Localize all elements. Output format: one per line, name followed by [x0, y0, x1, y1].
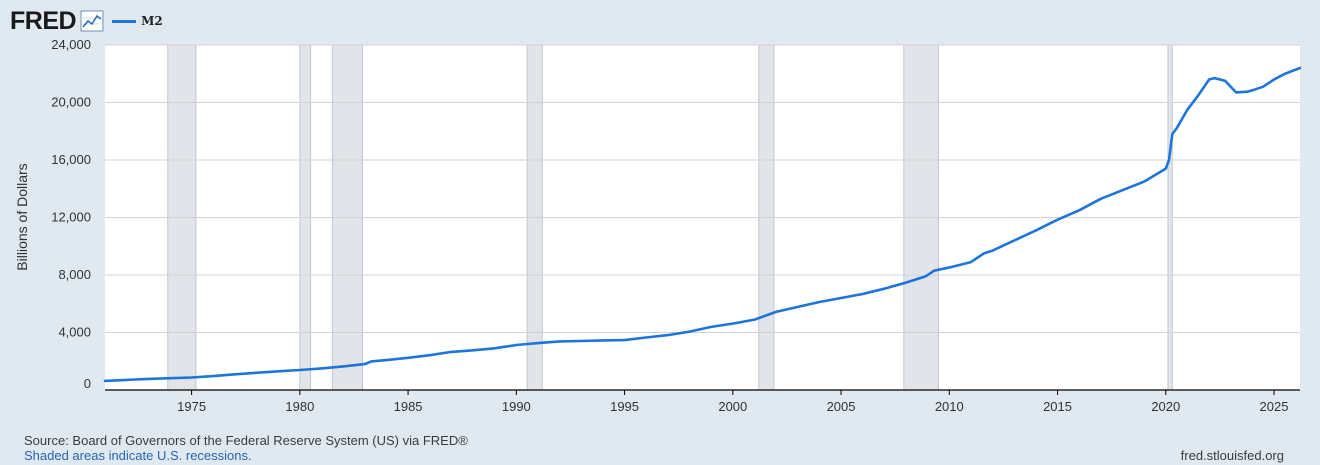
x-tick-label: 2000 — [718, 399, 747, 414]
y-tick-label: 8,000 — [58, 267, 91, 282]
x-tick-label: 2025 — [1260, 399, 1289, 414]
chart-header: FRED M2 — [10, 6, 163, 36]
grid — [105, 44, 1300, 333]
x-tick-label: 2015 — [1043, 399, 1072, 414]
y-axis-label: Billions of Dollars — [14, 163, 30, 270]
y-tick-label: 12,000 — [51, 210, 91, 225]
axes: 1975 1980 1985 1990 1995 2000 2005 2010 2015 2020… — [51, 37, 1300, 414]
x-tick-label: 1990 — [502, 399, 531, 414]
x-tick-label: 2005 — [827, 399, 856, 414]
x-tick-label: 1995 — [610, 399, 639, 414]
line-chart: 1975 1980 1985 1990 1995 2000 2005 2010 2015 2020… — [14, 37, 1302, 414]
y-tick-label: 0 — [84, 376, 91, 391]
x-tick-label: 1975 — [177, 399, 206, 414]
x-tick-label: 1985 — [394, 399, 423, 414]
y-tick-label: 16,000 — [51, 152, 91, 167]
series — [103, 66, 1302, 383]
x-tick-label: 2010 — [935, 399, 964, 414]
chart-area: 1975 1980 1985 1990 1995 2000 2005 2010 2015 2020… — [0, 36, 1320, 436]
chart-icon[interactable] — [80, 10, 104, 32]
x-tick-label: 2020 — [1151, 399, 1180, 414]
site-url[interactable]: fred.stlouisfed.org — [1180, 448, 1284, 463]
x-tick-label: 1980 — [285, 399, 314, 414]
y-tick-label: 4,000 — [58, 325, 91, 340]
y-tick-label: 24,000 — [51, 37, 91, 52]
recession-note-link[interactable]: Shaded areas indicate U.S. recessions. — [24, 448, 252, 463]
series-line-m2 — [103, 66, 1302, 383]
legend-label[interactable]: M2 — [141, 14, 163, 28]
legend-swatch — [112, 19, 137, 23]
fred-logo[interactable]: FRED — [10, 6, 77, 35]
source-note: Source: Board of Governors of the Federa… — [24, 433, 468, 448]
y-tick-label: 20,000 — [51, 95, 91, 110]
